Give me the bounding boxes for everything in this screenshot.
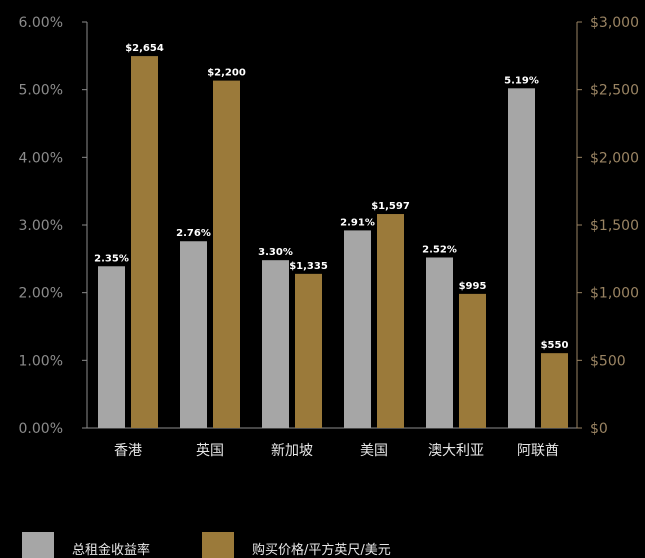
data-label-yield: 3.30%	[258, 247, 293, 258]
category-label: 香港	[114, 443, 142, 459]
data-labels: 2.35% $2,654 2.76% $2,200 3.30% $1,335 2.91% $1…	[94, 43, 568, 351]
legend-swatch-price	[202, 532, 234, 558]
data-label-price: $2,654	[125, 43, 164, 54]
right-tick-label: $1,000	[590, 286, 639, 302]
chart: 0.00% 1.00% 2.00% 3.00% 4.00% 5.00% 6.00% $0 $5…	[19, 15, 639, 459]
bar-price	[295, 273, 322, 428]
data-label-price: $1,335	[289, 261, 328, 272]
data-label-yield: 5.19%	[504, 75, 539, 86]
category-label: 新加坡	[271, 443, 313, 459]
bar-yield	[508, 88, 535, 429]
category-label: 阿联酋	[517, 442, 559, 459]
category-labels: 香港 英国 新加坡 美国 澳大利亚 阿联酋	[114, 442, 559, 459]
bar-yield	[98, 266, 125, 428]
legend-label-price: 购买价格/平方英尺/美元	[252, 542, 391, 558]
left-tick-label: 6.00%	[19, 15, 63, 31]
data-label-price: $995	[459, 281, 487, 292]
bar-price	[377, 214, 404, 428]
right-tick-label: $1,500	[590, 218, 639, 234]
bar-price	[541, 353, 568, 428]
left-tick-label: 3.00%	[19, 218, 63, 234]
data-label-yield: 2.35%	[94, 253, 129, 264]
bar-price	[131, 56, 158, 428]
data-label-price: $550	[541, 340, 569, 351]
legend-item-yield: 总租金收益率	[22, 532, 150, 558]
left-tick-label: 4.00%	[19, 150, 63, 166]
right-tick-label: $0	[590, 421, 608, 437]
data-label-yield: 2.76%	[176, 228, 211, 239]
right-tick-label: $2,500	[590, 83, 639, 99]
data-label-price: $2,200	[207, 68, 246, 79]
left-axis: 0.00% 1.00% 2.00% 3.00% 4.00% 5.00% 6.00%	[19, 15, 577, 437]
bar-price	[213, 80, 240, 428]
data-label-yield: 2.91%	[340, 217, 375, 228]
right-tick-label: $500	[590, 353, 626, 369]
data-label-yield: 2.52%	[422, 244, 457, 255]
bar-yield	[180, 241, 207, 428]
data-label-price: $1,597	[371, 201, 410, 212]
bar-yield	[262, 260, 289, 428]
bar-yield	[344, 230, 371, 428]
left-tick-label: 5.00%	[19, 83, 63, 99]
left-tick-label: 1.00%	[19, 353, 63, 369]
bar-price	[459, 293, 486, 428]
category-label: 英国	[196, 442, 224, 459]
legend: 总租金收益率 购买价格/平方英尺/美元	[0, 532, 645, 558]
legend-item-price: 购买价格/平方英尺/美元	[202, 532, 391, 558]
right-tick-label: $3,000	[590, 15, 639, 31]
left-tick-label: 0.00%	[19, 421, 63, 437]
left-tick-label: 2.00%	[19, 286, 63, 302]
category-label: 澳大利亚	[428, 443, 484, 459]
category-label: 美国	[360, 443, 388, 459]
bar-yield	[426, 257, 453, 428]
bars	[98, 56, 568, 429]
right-tick-label: $2,000	[590, 150, 639, 166]
legend-swatch-yield	[22, 532, 54, 558]
legend-label-yield: 总租金收益率	[72, 542, 151, 558]
right-axis: $0 $500 $1,000 $1,500 $2,000 $2,500 $3,000	[576, 15, 639, 437]
